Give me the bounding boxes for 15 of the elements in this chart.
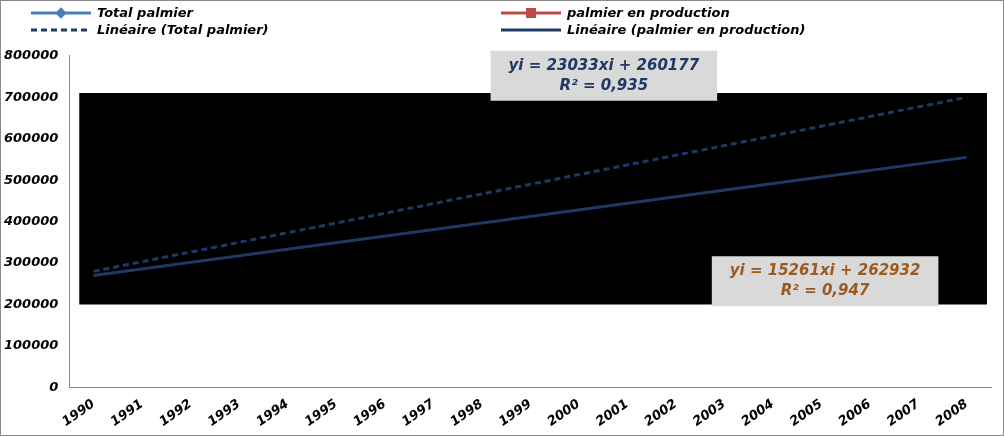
y-tick-label: 400000	[2, 213, 59, 229]
legend-label: Linéaire (Total palmier)	[97, 22, 269, 37]
annotation: yi = 15261xi + 262932 R² = 0,947	[729, 261, 921, 300]
y-tick-label: 300000	[3, 254, 59, 270]
y-tick-label: 100000	[3, 337, 59, 353]
annotation: yi = 23033xi + 260177 R² = 0,935	[508, 55, 700, 94]
y-tick-label: 500000	[3, 171, 59, 187]
legend-label: Linéaire (palmier en production)	[567, 22, 806, 37]
y-tick-label: 200000	[3, 295, 59, 311]
legend-label: palmier en production	[567, 5, 730, 20]
y-tick-label: 800000	[3, 47, 59, 63]
y-tick-label: 700000	[3, 88, 59, 104]
y-tick-label: 600000	[3, 130, 59, 146]
legend-label: Total palmier	[97, 5, 193, 20]
y-tick-label: 0	[49, 378, 59, 394]
